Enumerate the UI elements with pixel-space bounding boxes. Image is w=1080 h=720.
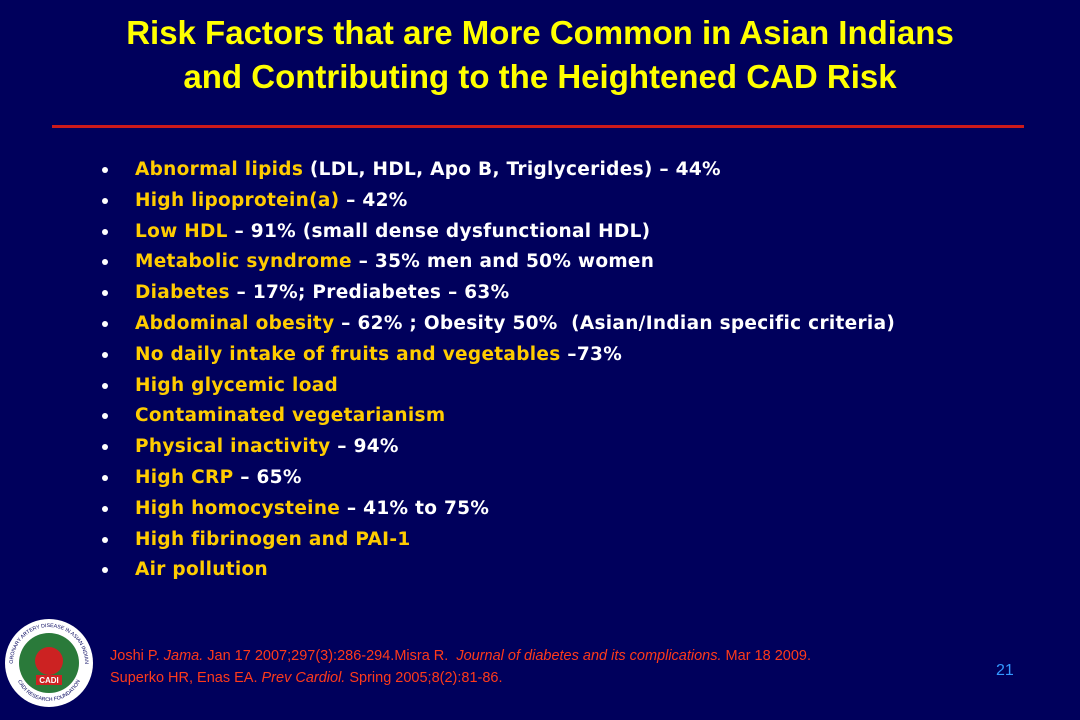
title-rule (52, 125, 1024, 128)
page-number: 21 (996, 662, 1014, 679)
bullet-item: Diabetes – 17%; Prediabetes – 63% (100, 278, 895, 309)
bullet-item: Air pollution (100, 555, 895, 586)
bullet-highlight: Metabolic syndrome (135, 251, 352, 273)
bullet-item: High lipoprotein(a) – 42% (100, 186, 895, 217)
logo-badge-text: CADI (39, 676, 59, 685)
bullet-detail: – 65% (233, 466, 302, 488)
title-line: Risk Factors that are More Common in Asi… (126, 14, 954, 51)
reference-segment: Journal of diabetes and its complication… (456, 648, 722, 664)
bullet-highlight: High CRP (135, 466, 234, 488)
reference-segment: Prev Cardiol. (261, 670, 346, 686)
bullet-highlight: No daily intake of fruits and vegetables (135, 343, 561, 365)
bullet-highlight: Abnormal lipids (135, 159, 304, 180)
bullet-highlight: High glycemic load (135, 374, 339, 396)
bullet-item: Physical inactivity – 94% (100, 432, 895, 463)
logo-badge (36, 675, 62, 685)
reference-line: Superko HR, Enas EA. Prev Cardiol. Sprin… (110, 667, 811, 689)
bullet-item: High CRP – 65% (100, 463, 895, 494)
bullet-detail: – 17%; Prediabetes – 63% (229, 282, 510, 304)
bullet-detail: – 91% (small dense dysfunctional HDL) (227, 220, 651, 242)
reference-segment: Spring 2005;8(2):81-86. (345, 670, 503, 686)
bullet-highlight: Low HDL (135, 220, 228, 242)
bullet-detail: –73% (560, 343, 623, 365)
bullet-item: Low HDL – 91% (small dense dysfunctional… (100, 217, 895, 248)
bullet-detail: – 35% men and 50% women (351, 251, 655, 273)
title-line: and Contributing to the Heightened CAD R… (183, 58, 897, 95)
bullet-highlight: Physical inactivity (135, 436, 331, 458)
bullet-detail: – 41% to 75% (340, 497, 490, 519)
reference-line: Joshi P. Jama. Jan 17 2007;297(3):286-29… (110, 645, 811, 667)
bullet-item: Abdominal obesity – 62% ; Obesity 50% (A… (100, 309, 895, 340)
bullet-list: Abnormal lipids (LDL, HDL, Apo B, Trigly… (100, 155, 895, 586)
bullet-item: High glycemic load (100, 371, 895, 402)
bullet-detail: (LDL, HDL, Apo B, Triglycerides) – 44% (303, 159, 721, 180)
reference-segment: Joshi P. (110, 648, 164, 664)
references: Joshi P. Jama. Jan 17 2007;297(3):286-29… (110, 645, 811, 689)
bullet-highlight: Air pollution (135, 559, 268, 581)
bullet-highlight: High lipoprotein(a) (135, 189, 340, 211)
bullet-detail: – 94% (330, 436, 399, 458)
bullet-item: High homocysteine – 41% to 75% (100, 494, 895, 525)
reference-segment: Jan 17 2007;297(3):286-294.Misra R. (203, 648, 457, 664)
bullet-highlight: Contaminated vegetarianism (135, 405, 446, 427)
reference-segment: Mar 18 2009. (721, 648, 812, 664)
bullet-item: No daily intake of fruits and vegetables… (100, 340, 895, 371)
bullet-highlight: Abdominal obesity (135, 312, 335, 334)
reference-segment: Superko HR, Enas EA. (110, 670, 262, 686)
bullet-detail: – 42% (339, 189, 408, 211)
bullet-highlight: High fibrinogen and PAI-1 (135, 528, 411, 550)
bullet-item: Contaminated vegetarianism (100, 401, 895, 432)
logo: CADI CORONARY ARTERY DISEASE IN ASIAN IN… (3, 617, 93, 707)
reference-segment: Jama. (163, 648, 204, 664)
bullet-detail: – 62% ; Obesity 50% (Asian/Indian specif… (334, 312, 896, 334)
bullet-highlight: High homocysteine (135, 497, 341, 519)
bullet-item: Metabolic syndrome – 35% men and 50% wom… (100, 247, 895, 278)
bullet-item: Abnormal lipids (LDL, HDL, Apo B, Trigly… (100, 155, 895, 186)
logo-heart (35, 647, 63, 675)
bullet-item: High fibrinogen and PAI-1 (100, 525, 895, 556)
bullet-highlight: Diabetes (135, 282, 230, 304)
